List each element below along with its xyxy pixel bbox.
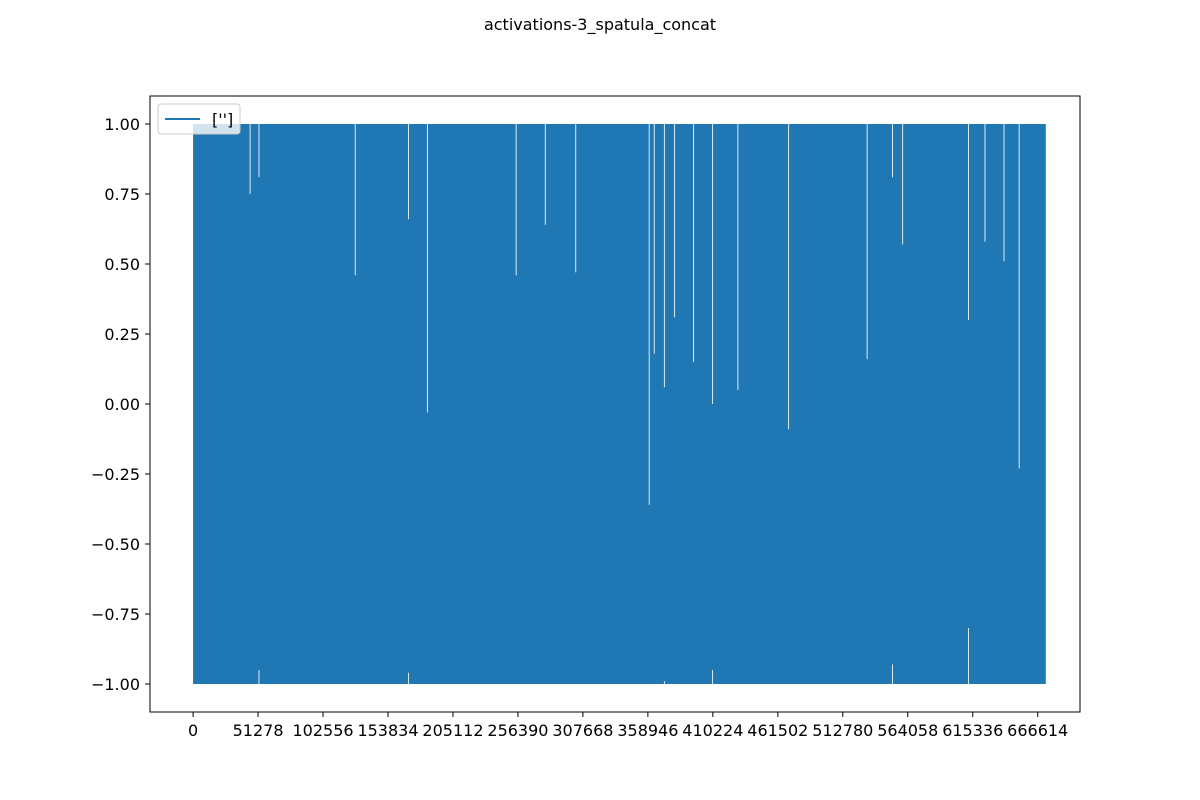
y-tick-label: 0.25	[104, 325, 140, 344]
y-tick-label: 0.00	[104, 395, 140, 414]
x-axis: 0 51278 102556 153834 205112 256390 307668 3589…	[188, 712, 1068, 740]
y-axis: 1.00 0.75 0.50 0.25 0.00 −0.25 −0.50 −0.75 −1.00	[91, 115, 150, 694]
y-tick-label: −0.50	[91, 535, 140, 554]
x-tick-label: 102556	[292, 721, 353, 740]
x-tick-label: 205112	[422, 721, 483, 740]
series-band	[193, 124, 1046, 684]
x-tick-label: 666614	[1007, 721, 1068, 740]
plot-area	[193, 124, 1046, 684]
y-tick-label: 1.00	[104, 115, 140, 134]
x-tick-label: 0	[188, 721, 198, 740]
legend-label: ['']	[212, 110, 233, 129]
x-tick-label: 358946	[617, 721, 678, 740]
y-tick-label: −1.00	[91, 675, 140, 694]
x-tick-label: 51278	[233, 721, 284, 740]
x-tick-label: 512780	[812, 721, 873, 740]
x-tick-label: 410224	[682, 721, 743, 740]
y-tick-label: 0.50	[104, 255, 140, 274]
legend[interactable]: ['']	[157, 103, 241, 135]
x-tick-label: 564058	[877, 721, 938, 740]
y-tick-label: 0.75	[104, 185, 140, 204]
y-tick-label: −0.25	[91, 465, 140, 484]
x-tick-label: 307668	[552, 721, 613, 740]
chart-title: activations-3_spatula_concat	[484, 15, 716, 35]
y-tick-label: −0.75	[91, 605, 140, 624]
x-tick-label: 461502	[747, 721, 808, 740]
x-tick-label: 153834	[357, 721, 418, 740]
x-tick-label: 256390	[487, 721, 548, 740]
x-tick-label: 615336	[942, 721, 1003, 740]
